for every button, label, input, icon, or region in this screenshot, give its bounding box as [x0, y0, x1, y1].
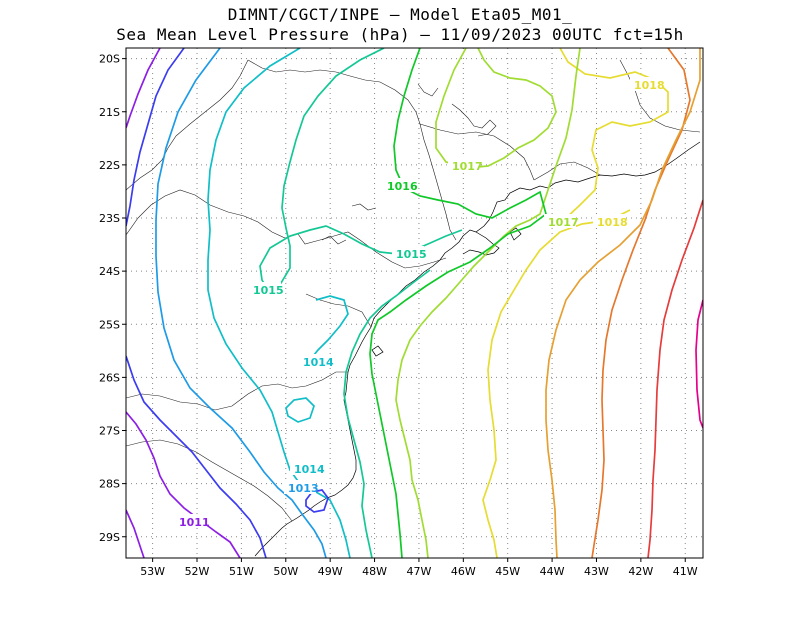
isobar-1015 — [259, 48, 463, 292]
lon-tick-label: 46W — [451, 565, 476, 578]
plot-frame — [125, 47, 704, 559]
isobar-1013 — [155, 48, 327, 558]
lat-tick-label: 20S — [99, 53, 120, 66]
contour-label: 1014 — [294, 463, 325, 476]
isobars — [126, 48, 703, 558]
contour-label: 1015 — [396, 248, 427, 261]
river-path — [351, 203, 377, 211]
border-path — [126, 371, 348, 411]
coastline — [254, 141, 701, 557]
border-path — [247, 59, 457, 241]
isobar-1014 — [285, 397, 315, 423]
lat-tick-label: 25S — [99, 318, 120, 331]
border-path — [619, 59, 701, 133]
lon-tick-label: 53W — [140, 565, 165, 578]
border-path — [533, 161, 601, 181]
lat-tick-label: 27S — [99, 425, 120, 438]
isobar-1022 — [695, 299, 703, 429]
isobar-1019 — [545, 48, 701, 558]
lon-tick-label: 50W — [273, 565, 298, 578]
isobar-1011 — [126, 411, 241, 558]
state-borders — [126, 59, 701, 522]
isobar-1011 — [126, 48, 161, 129]
island-outline — [509, 227, 522, 241]
lon-tick-label: 41W — [673, 565, 698, 578]
contour-label: 1017 — [548, 216, 579, 229]
lat-tick-label: 29S — [99, 531, 120, 544]
lat-tick-label: 26S — [99, 371, 120, 384]
contour-label: 1016 — [387, 180, 418, 193]
isobar-1012 — [126, 48, 185, 227]
isobar-1021 — [647, 199, 703, 558]
lon-tick-label: 43W — [584, 565, 609, 578]
lon-tick-label: 45W — [495, 565, 520, 578]
lon-tick-label: 44W — [540, 565, 565, 578]
lon-tick-label: 47W — [407, 565, 432, 578]
lon-tick-label: 48W — [362, 565, 387, 578]
lon-tick-label: 52W — [185, 565, 210, 578]
chart-title: DIMNT/CGCT/INPE – Model Eta05_M01_ — [227, 5, 573, 24]
isobar-1012 — [126, 355, 267, 558]
lat-tick-label: 21S — [99, 106, 120, 119]
contour-label: 1014 — [303, 356, 334, 369]
isobar-1018 — [559, 48, 669, 219]
contour-label: 1018 — [597, 216, 628, 229]
lon-tick-label: 51W — [229, 565, 254, 578]
bay-outline — [462, 231, 500, 256]
isobar-1017 — [395, 48, 581, 558]
lat-tick-label: 23S — [99, 212, 120, 225]
isobar-1015 — [343, 269, 431, 558]
lon-axis-labels: 53W 52W 51W 50W 49W 48W 47W 46W 45W 44W 43W 42W 41W — [140, 565, 698, 578]
lon-tick-label: 49W — [318, 565, 343, 578]
river-path — [321, 235, 347, 245]
isobar-1011 — [126, 509, 145, 558]
river-path — [417, 83, 439, 97]
border-path — [419, 123, 535, 181]
isobar-1016 — [369, 48, 547, 558]
isobar-1017 — [435, 48, 557, 169]
lat-tick-label: 24S — [99, 265, 120, 278]
isobar-1014 — [309, 295, 349, 361]
island-outline — [371, 345, 384, 357]
border-path — [126, 439, 293, 522]
isobar-1018 — [482, 209, 631, 558]
lon-tick-label: 42W — [628, 565, 653, 578]
chart-subtitle: Sea Mean Level Pressure (hPa) – 11/09/20… — [116, 25, 684, 44]
lat-axis-labels: 20S 21S 22S 23S 24S 25S 26S 27S 28S 29S — [99, 53, 120, 544]
contour-labels: 1018 1017 1016 1017 1018 1015 1015 1014 … — [175, 77, 665, 529]
river-path — [451, 103, 497, 137]
border-path — [126, 59, 249, 191]
contour-label: 1017 — [452, 160, 483, 173]
contour-label: 1013 — [288, 482, 319, 495]
coastline-path — [254, 141, 701, 557]
contour-label: 1018 — [634, 79, 665, 92]
lat-tick-label: 22S — [99, 159, 120, 172]
contour-label: 1011 — [179, 516, 210, 529]
isobar-1014 — [207, 48, 351, 558]
axis-ticks — [122, 58, 686, 562]
isobar-1020 — [591, 48, 691, 558]
grid-lines — [126, 48, 703, 558]
contour-label: 1015 — [253, 284, 284, 297]
lat-tick-label: 28S — [99, 478, 120, 491]
